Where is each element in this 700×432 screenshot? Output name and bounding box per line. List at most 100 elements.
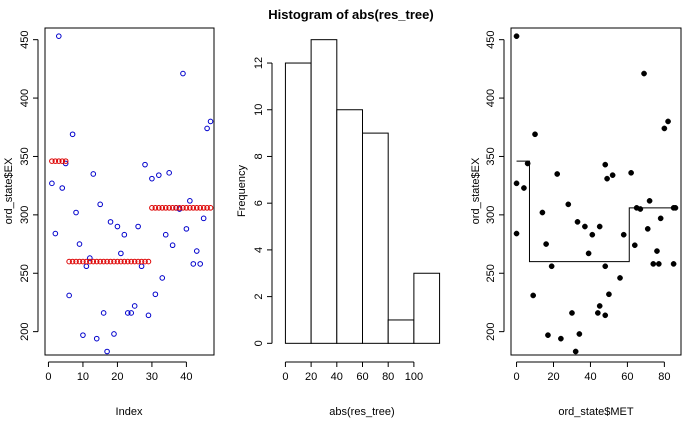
data-point [180, 205, 186, 211]
y-tick-label: 200 [485, 322, 497, 340]
data-point [637, 206, 644, 212]
data-point [565, 201, 572, 208]
x-tick-label: 80 [658, 371, 670, 383]
data-point [114, 223, 121, 230]
data-point [111, 331, 117, 337]
data-point [207, 118, 214, 125]
data-point [204, 125, 210, 132]
data-point [554, 171, 561, 177]
data-point [190, 261, 197, 267]
x-tick-label: 10 [77, 371, 89, 383]
data-point [604, 175, 610, 182]
data-point [104, 348, 110, 355]
data-point [149, 175, 155, 182]
data-point [156, 205, 162, 211]
data-point [582, 223, 588, 230]
data-point [152, 205, 159, 211]
x-tick-label: 20 [547, 371, 559, 383]
data-point [100, 310, 107, 316]
data-point [128, 258, 135, 265]
data-point [617, 275, 623, 281]
y-tick-label: 8 [253, 153, 265, 159]
data-point [585, 250, 592, 257]
data-point [159, 205, 166, 211]
data-point [574, 219, 581, 225]
data-point [602, 263, 609, 270]
data-point [200, 215, 207, 222]
data-point [49, 180, 55, 187]
data-point [572, 348, 579, 355]
data-point [197, 205, 204, 211]
x-axis: 0 20 40 60 80 100 [282, 361, 423, 383]
data-point [49, 158, 55, 164]
data-point [80, 332, 86, 338]
data-point [596, 303, 603, 309]
data-point [187, 198, 193, 204]
data-point [55, 33, 62, 39]
data-point [135, 223, 141, 230]
data-point [128, 310, 135, 316]
data-point [166, 170, 172, 176]
x-tick-label: 40 [180, 371, 192, 383]
y-tick-label: 400 [19, 89, 31, 107]
data-point [55, 158, 62, 164]
data-point [193, 248, 200, 254]
data-point [576, 331, 583, 337]
y-tick-label: 350 [485, 147, 497, 165]
data-point [159, 275, 166, 281]
data-point [166, 205, 172, 211]
data-point [107, 219, 114, 225]
y-tick-label: 450 [485, 30, 497, 48]
histogram-bar [336, 109, 363, 344]
data-point [521, 185, 527, 191]
data-point [149, 205, 155, 211]
data-point [124, 310, 131, 316]
y-tick-label: 250 [485, 264, 497, 282]
data-point [173, 205, 179, 211]
data-point [93, 258, 100, 265]
data-point [76, 241, 83, 247]
x-tick-label: 20 [111, 371, 123, 383]
data-points [49, 33, 214, 355]
y-axis-label: Frequency [236, 165, 248, 217]
histogram-bar [310, 39, 338, 344]
x-axis-label: abs(res_tree) [329, 406, 394, 418]
x-axis-label: ord_state$MET [558, 406, 633, 418]
data-point [558, 335, 564, 342]
data-point [90, 171, 97, 177]
plot-frame [44, 27, 215, 356]
histogram-bar [413, 272, 441, 344]
data-point [104, 258, 110, 265]
data-point [543, 241, 549, 247]
data-point [131, 258, 138, 265]
data-point [190, 205, 197, 211]
data-point [87, 255, 93, 261]
data-point [142, 161, 148, 168]
data-point [131, 303, 138, 309]
data-point [655, 261, 662, 267]
data-point [162, 231, 169, 238]
data-point [76, 258, 83, 265]
x-tick-label: 40 [584, 371, 596, 383]
y-axis: 200 250 300 350 400 450 [485, 30, 505, 341]
y-axis: 200 250 300 350 400 450 [19, 30, 39, 341]
y-axis-label: ord_state$EX [470, 157, 482, 224]
x-axis: 0 10 20 30 40 [45, 361, 193, 383]
data-point [183, 226, 190, 232]
data-point [52, 230, 59, 237]
data-point [121, 258, 128, 265]
data-point [169, 205, 176, 211]
x-tick-label: 60 [356, 371, 368, 383]
data-point [138, 258, 145, 265]
x-axis: 0 20 40 60 80 [513, 361, 670, 383]
x-tick-label: 20 [305, 371, 317, 383]
data-point [602, 312, 609, 319]
data-point [69, 131, 76, 138]
data-point [83, 258, 90, 265]
data-point [59, 158, 66, 164]
x-tick-label: 60 [621, 371, 633, 383]
data-point [145, 258, 152, 265]
y-tick-label: 300 [19, 206, 31, 224]
data-point [121, 231, 128, 238]
